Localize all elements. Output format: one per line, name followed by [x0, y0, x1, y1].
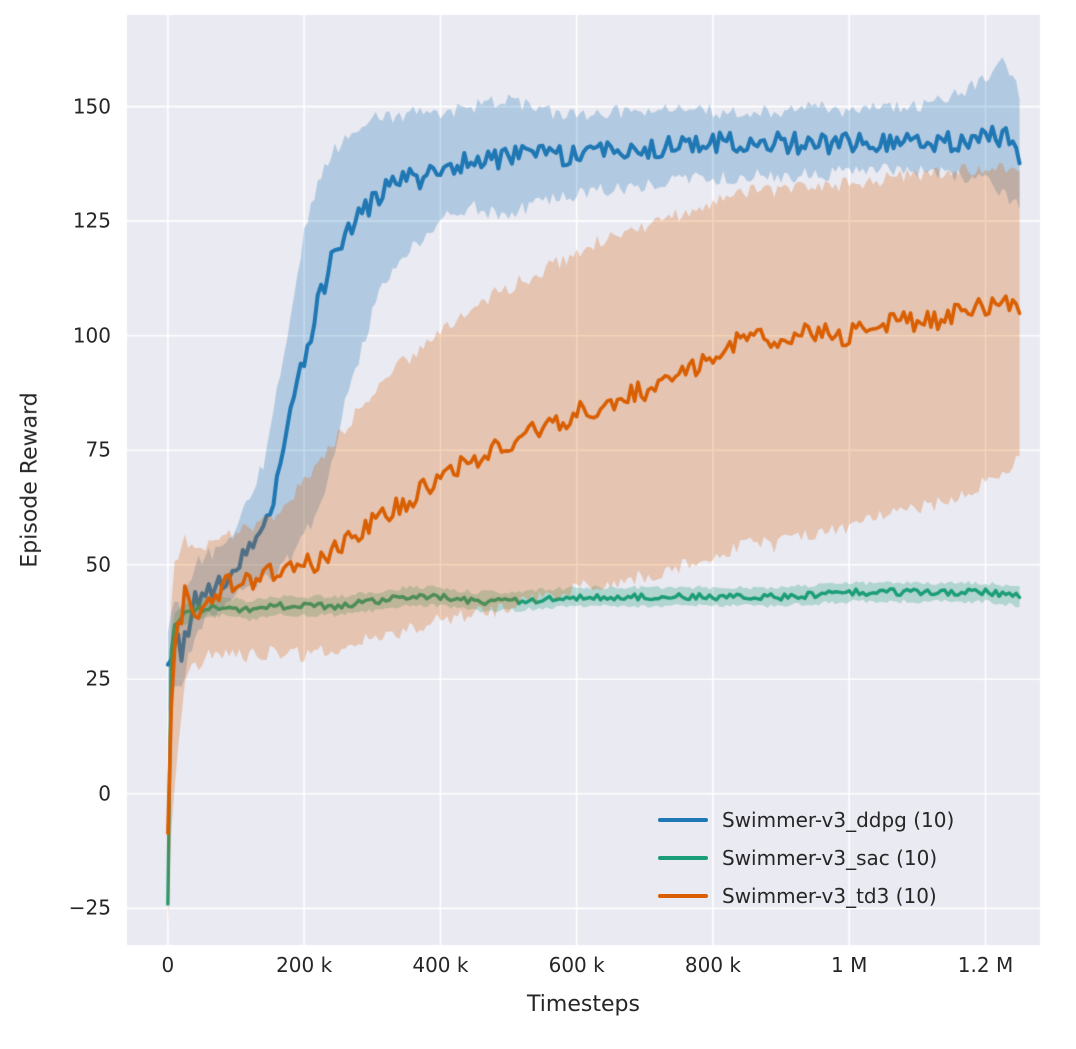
x-tick-label: 600 k	[548, 953, 605, 977]
legend-line-swatch	[658, 818, 708, 822]
legend-label: Swimmer-v3_sac (10)	[722, 846, 938, 870]
x-tick-label: 400 k	[412, 953, 469, 977]
y-tick-label: 150	[72, 94, 111, 119]
y-tick-label: 75	[85, 437, 111, 462]
legend: Swimmer-v3_ddpg (10) Swimmer-v3_sac (10) S…	[658, 806, 954, 910]
y-tick-label: −25	[68, 895, 111, 920]
legend-line-swatch	[658, 856, 708, 860]
legend-line-swatch	[658, 894, 708, 898]
legend-item: Swimmer-v3_ddpg (10)	[658, 806, 954, 834]
x-tick-label: 1 M	[831, 953, 868, 977]
y-tick-label: 50	[85, 552, 111, 577]
y-tick-label: 100	[72, 323, 111, 348]
y-tick-label: 0	[98, 781, 111, 806]
x-tick-label: 800 k	[684, 953, 742, 977]
x-axis-label: Timesteps	[527, 992, 640, 1017]
legend-label: Swimmer-v3_td3 (10)	[722, 884, 937, 908]
x-tick-label: 200 k	[276, 953, 333, 977]
x-tick-label: 1.2 M	[957, 953, 1014, 977]
legend-item: Swimmer-v3_td3 (10)	[658, 882, 954, 910]
y-tick-label: 125	[72, 208, 111, 233]
y-axis-label: Episode Reward	[17, 392, 43, 568]
legend-item: Swimmer-v3_sac (10)	[658, 844, 954, 872]
y-tick-label: 25	[85, 666, 111, 691]
x-tick-label: 0	[161, 953, 175, 977]
legend-label: Swimmer-v3_ddpg (10)	[722, 808, 955, 832]
